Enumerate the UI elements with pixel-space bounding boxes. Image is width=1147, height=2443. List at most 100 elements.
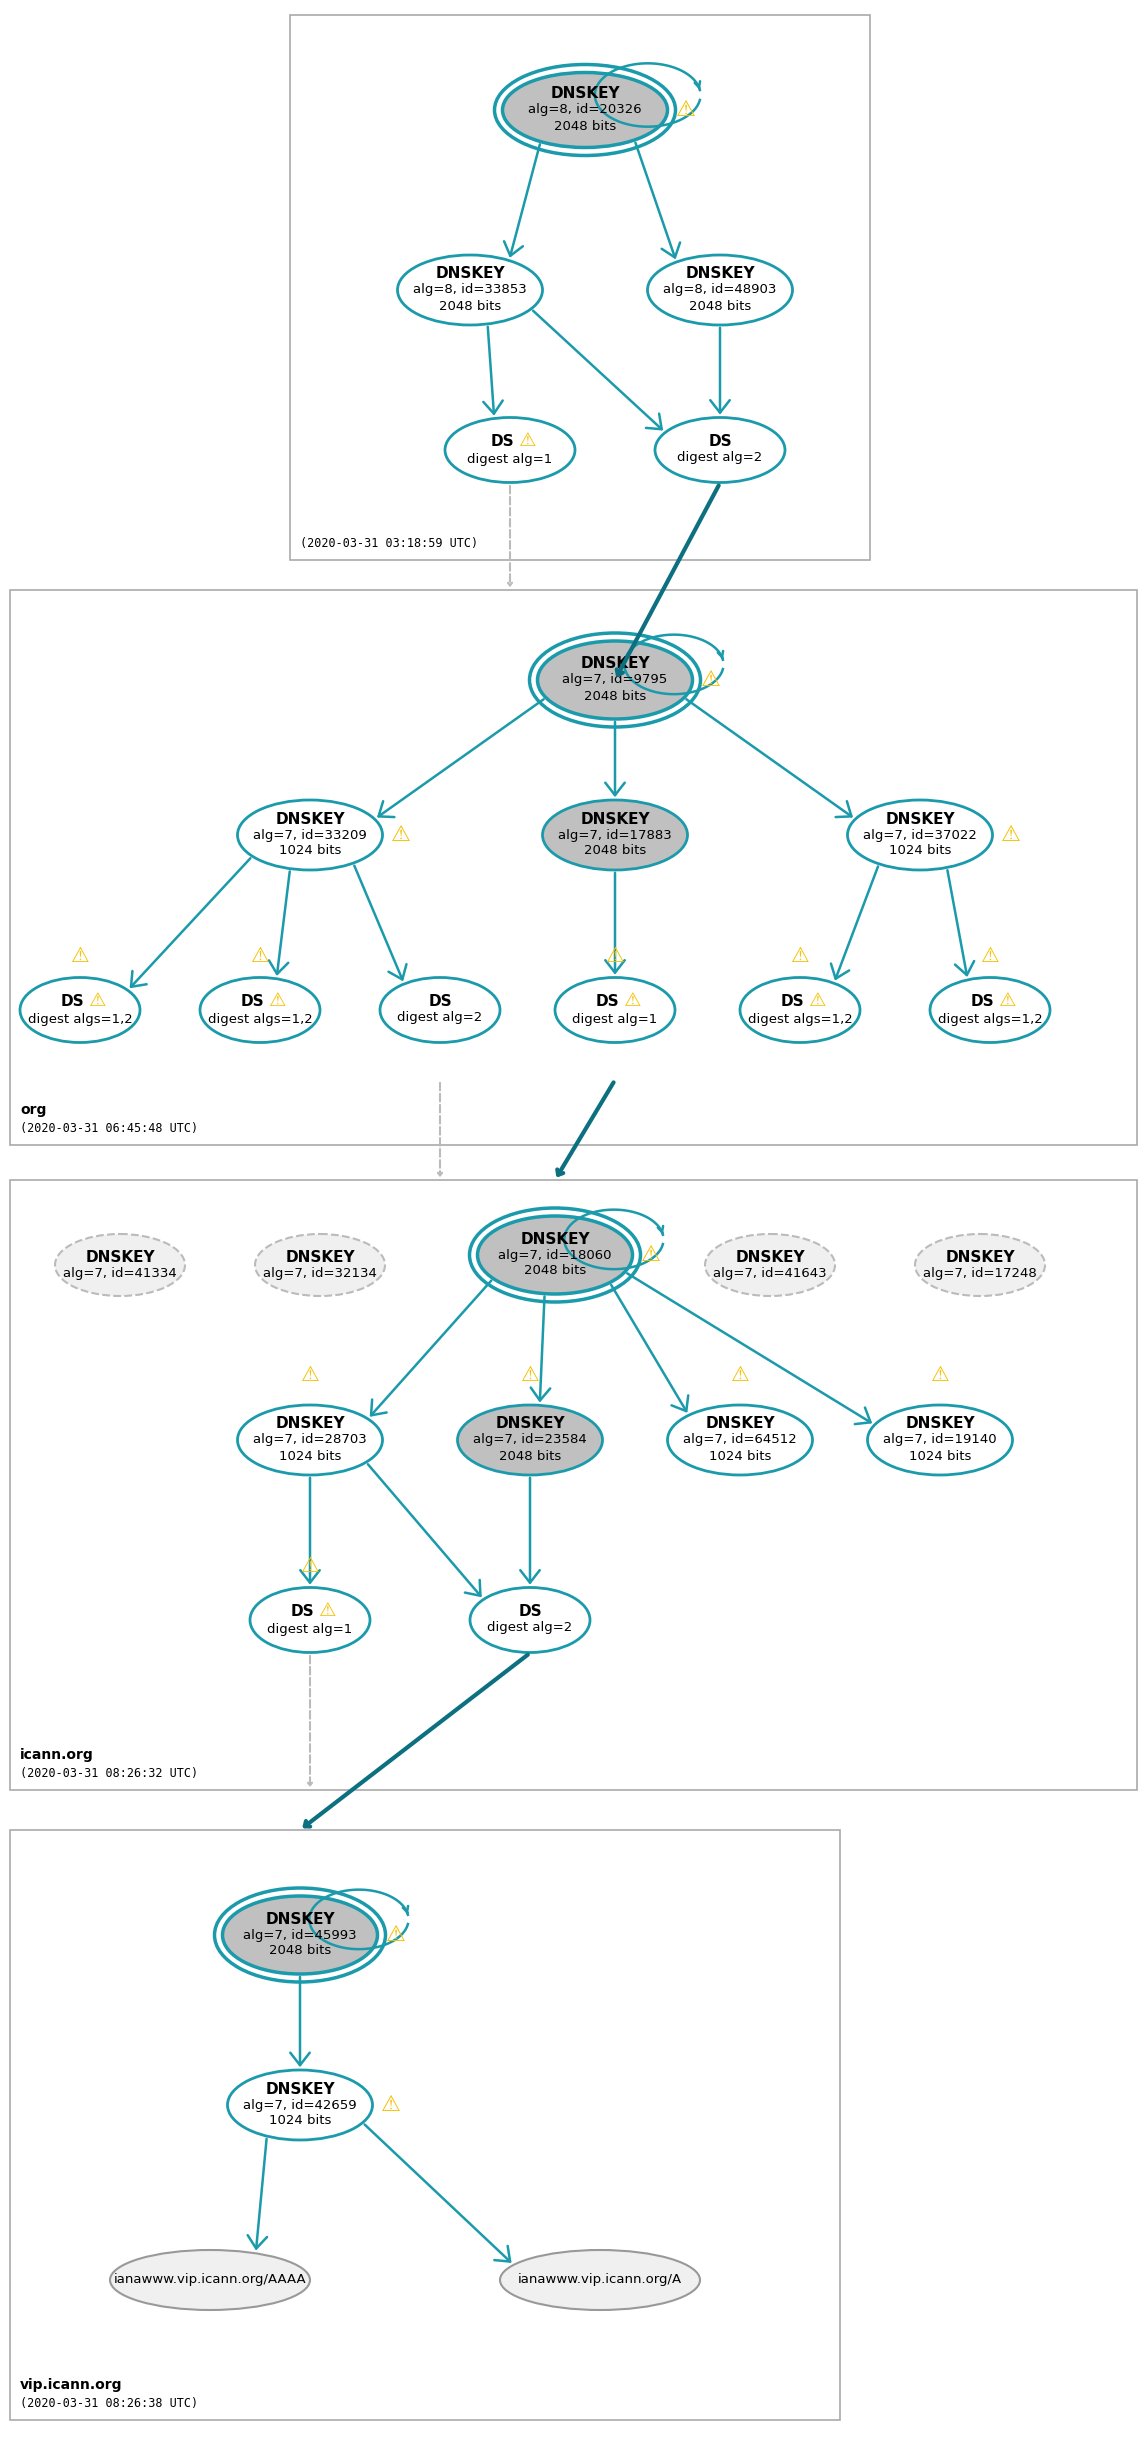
Ellipse shape <box>555 977 674 1043</box>
Ellipse shape <box>223 1896 377 1974</box>
Text: ianawww.vip.icann.org/A: ianawww.vip.icann.org/A <box>518 2274 682 2287</box>
Text: DS: DS <box>60 994 84 1009</box>
Ellipse shape <box>19 977 140 1043</box>
Text: DS: DS <box>290 1603 314 1620</box>
Text: ⚠: ⚠ <box>319 1603 337 1620</box>
Text: (2020-03-31 06:45:48 UTC): (2020-03-31 06:45:48 UTC) <box>19 1121 198 1136</box>
Ellipse shape <box>848 799 992 870</box>
Text: DNSKEY: DNSKEY <box>275 811 345 826</box>
Text: ⚠: ⚠ <box>521 1366 539 1385</box>
Text: digest algs=1,2: digest algs=1,2 <box>937 1014 1043 1026</box>
Text: digest alg=1: digest alg=1 <box>572 1014 657 1026</box>
Text: 2048 bits: 2048 bits <box>499 1449 561 1463</box>
Ellipse shape <box>250 1588 370 1651</box>
Ellipse shape <box>648 254 793 325</box>
Text: ⚠: ⚠ <box>71 945 89 965</box>
Text: alg=8, id=33853: alg=8, id=33853 <box>413 283 526 296</box>
Text: 2048 bits: 2048 bits <box>584 845 646 857</box>
Text: alg=7, id=23584: alg=7, id=23584 <box>473 1434 587 1446</box>
Text: ianawww.vip.icann.org/AAAA: ianawww.vip.icann.org/AAAA <box>114 2274 306 2287</box>
Text: DNSKEY: DNSKEY <box>435 266 505 281</box>
Text: digest algs=1,2: digest algs=1,2 <box>748 1014 852 1026</box>
Text: 1024 bits: 1024 bits <box>908 1449 972 1463</box>
Text: vip.icann.org: vip.icann.org <box>19 2377 123 2392</box>
Text: 2048 bits: 2048 bits <box>689 300 751 313</box>
Text: ⚠: ⚠ <box>251 945 270 965</box>
Text: alg=7, id=28703: alg=7, id=28703 <box>253 1434 367 1446</box>
Text: 2048 bits: 2048 bits <box>554 120 616 132</box>
Text: DNSKEY: DNSKEY <box>705 1417 775 1432</box>
Text: ⚠: ⚠ <box>790 945 810 965</box>
Text: ⚠: ⚠ <box>701 669 720 689</box>
Text: ⚠: ⚠ <box>381 2096 400 2116</box>
Text: alg=7, id=41334: alg=7, id=41334 <box>63 1265 177 1280</box>
Text: DNSKEY: DNSKEY <box>885 811 954 826</box>
Text: ⚠: ⚠ <box>810 992 827 1011</box>
Text: DNSKEY: DNSKEY <box>265 1910 335 1928</box>
Text: 1024 bits: 1024 bits <box>268 2116 331 2128</box>
Text: ⚠: ⚠ <box>1000 826 1021 845</box>
Text: alg=8, id=48903: alg=8, id=48903 <box>663 283 777 296</box>
Text: alg=7, id=37022: alg=7, id=37022 <box>863 828 977 840</box>
Ellipse shape <box>237 1405 382 1476</box>
Text: 1024 bits: 1024 bits <box>889 845 951 857</box>
Text: digest alg=2: digest alg=2 <box>397 1011 483 1024</box>
Text: digest alg=1: digest alg=1 <box>267 1625 352 1637</box>
Ellipse shape <box>867 1405 1013 1476</box>
Text: alg=7, id=17248: alg=7, id=17248 <box>923 1265 1037 1280</box>
Ellipse shape <box>705 1234 835 1295</box>
Text: digest algs=1,2: digest algs=1,2 <box>208 1014 312 1026</box>
Ellipse shape <box>445 418 575 484</box>
Text: alg=7, id=64512: alg=7, id=64512 <box>684 1434 797 1446</box>
Text: ⚠: ⚠ <box>640 1246 661 1265</box>
Ellipse shape <box>915 1234 1045 1295</box>
Text: digest alg=2: digest alg=2 <box>487 1622 572 1634</box>
Text: digest alg=2: digest alg=2 <box>678 452 763 464</box>
Text: DS: DS <box>708 435 732 450</box>
Text: DS: DS <box>240 994 264 1009</box>
Text: DS: DS <box>970 994 993 1009</box>
Text: DS: DS <box>428 994 452 1009</box>
Text: 2048 bits: 2048 bits <box>524 1265 586 1278</box>
Text: alg=7, id=41643: alg=7, id=41643 <box>713 1265 827 1280</box>
Text: DNSKEY: DNSKEY <box>685 266 755 281</box>
Text: alg=7, id=18060: alg=7, id=18060 <box>498 1248 611 1261</box>
Text: ⚠: ⚠ <box>385 1925 406 1945</box>
Text: digest alg=1: digest alg=1 <box>467 454 553 467</box>
Text: ⚠: ⚠ <box>624 992 642 1011</box>
Text: 2048 bits: 2048 bits <box>584 689 646 704</box>
Text: ⚠: ⚠ <box>606 945 624 965</box>
Ellipse shape <box>398 254 543 325</box>
Ellipse shape <box>477 1217 632 1295</box>
Text: DS: DS <box>595 994 619 1009</box>
Text: 2048 bits: 2048 bits <box>439 300 501 313</box>
Text: digest algs=1,2: digest algs=1,2 <box>28 1014 132 1026</box>
Ellipse shape <box>538 640 693 718</box>
Text: alg=7, id=45993: alg=7, id=45993 <box>243 1928 357 1942</box>
Text: DS: DS <box>490 432 514 450</box>
Bar <box>290 15 871 559</box>
Ellipse shape <box>502 73 668 147</box>
Text: ⚠: ⚠ <box>301 1556 319 1576</box>
Text: DNSKEY: DNSKEY <box>85 1248 155 1265</box>
Text: ⚠: ⚠ <box>520 432 537 450</box>
Text: alg=7, id=32134: alg=7, id=32134 <box>263 1265 377 1280</box>
Text: DNSKEY: DNSKEY <box>580 811 650 826</box>
Text: 1024 bits: 1024 bits <box>709 1449 771 1463</box>
Text: ⚠: ⚠ <box>999 992 1016 1011</box>
Text: DS: DS <box>518 1605 541 1620</box>
Text: alg=8, id=20326: alg=8, id=20326 <box>528 103 642 117</box>
Text: DNSKEY: DNSKEY <box>580 657 650 672</box>
Text: DNSKEY: DNSKEY <box>945 1248 1015 1265</box>
Ellipse shape <box>55 1234 185 1295</box>
Text: alg=7, id=19140: alg=7, id=19140 <box>883 1434 997 1446</box>
Ellipse shape <box>740 977 860 1043</box>
Text: (2020-03-31 08:26:38 UTC): (2020-03-31 08:26:38 UTC) <box>19 2397 198 2409</box>
Text: alg=7, id=17883: alg=7, id=17883 <box>559 828 672 840</box>
Ellipse shape <box>500 2250 700 2311</box>
Text: ⚠: ⚠ <box>676 100 695 120</box>
Ellipse shape <box>200 977 320 1043</box>
Text: DS: DS <box>780 994 804 1009</box>
Ellipse shape <box>237 799 382 870</box>
Text: 2048 bits: 2048 bits <box>268 1945 331 1957</box>
